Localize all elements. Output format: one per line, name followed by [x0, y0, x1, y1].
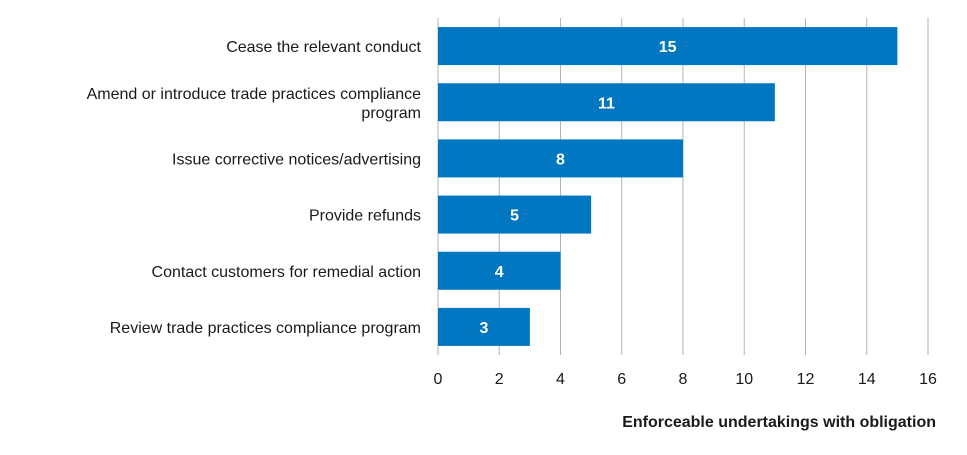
category-label-line: Provide refunds	[309, 208, 421, 225]
x-tick-label: 2	[495, 371, 504, 388]
x-tick-label: 10	[735, 371, 753, 388]
category-label: Contact customers for remedial action	[152, 264, 421, 281]
x-tick-label: 14	[858, 371, 876, 388]
bar	[438, 307, 530, 346]
category-label-line: Review trade practices compliance progra…	[110, 320, 421, 337]
bar-value-label: 4	[495, 264, 504, 281]
x-tick-label: 12	[797, 371, 815, 388]
category-labels: Cease the relevant conduct Amend or intro…	[87, 39, 422, 337]
x-tick-label: 0	[434, 371, 443, 388]
category-label-line: Cease the relevant conduct	[226, 39, 421, 56]
bars: 15 11 8 5 4 3	[438, 27, 898, 346]
bar-value-label: 5	[510, 208, 519, 225]
bar	[438, 27, 898, 66]
x-axis-title: Enforceable undertakings with obligation	[622, 414, 936, 431]
category-label-line: Contact customers for remedial action	[152, 264, 421, 281]
bar	[438, 83, 775, 122]
category-label-line: Issue corrective notices/advertising	[172, 151, 421, 168]
bar-value-label: 15	[659, 39, 677, 56]
category-label-line: Amend or introduce trade practices compl…	[87, 86, 421, 103]
category-label: Amend or introduce trade practices compl…	[87, 86, 421, 122]
bar	[438, 139, 683, 178]
x-tick-label: 16	[919, 371, 937, 388]
category-label: Provide refunds	[309, 208, 421, 225]
bar-value-label: 3	[479, 320, 488, 337]
x-axis-ticks: 0 2 4 6 8 10 12 14 16	[434, 371, 937, 388]
bar	[438, 251, 561, 290]
category-label-line: program	[361, 105, 421, 122]
x-tick-label: 8	[679, 371, 688, 388]
bar-value-label: 8	[556, 151, 565, 168]
gridlines	[437, 18, 929, 355]
x-tick-label: 6	[617, 371, 626, 388]
category-label: Review trade practices compliance progra…	[110, 320, 421, 337]
category-label: Issue corrective notices/advertising	[172, 151, 421, 168]
bar	[438, 195, 592, 234]
x-tick-label: 4	[556, 371, 565, 388]
category-label: Cease the relevant conduct	[226, 39, 421, 56]
bar-value-label: 11	[598, 95, 615, 112]
